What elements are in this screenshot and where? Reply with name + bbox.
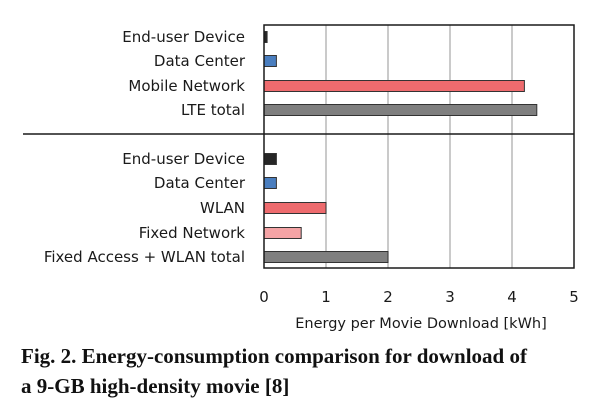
x-tick-labels: 0 1 2 3 4 5 xyxy=(259,288,579,306)
bar xyxy=(263,104,538,116)
x-tick-label: 2 xyxy=(383,288,393,306)
bars xyxy=(263,31,538,263)
bar xyxy=(263,202,327,214)
category-label: WLAN xyxy=(200,199,245,217)
category-labels: End-user Device Data Center Mobile Network… xyxy=(44,28,246,266)
category-label: Data Center xyxy=(154,52,246,70)
category-label: LTE total xyxy=(181,101,245,119)
figure-caption: Fig. 2. Energy-consumption comparison fo… xyxy=(21,341,611,401)
category-label: Fixed Access + WLAN total xyxy=(44,248,245,266)
x-tick-label: 1 xyxy=(321,288,331,306)
bar xyxy=(263,153,277,165)
bar xyxy=(263,80,525,92)
category-label: End-user Device xyxy=(122,28,245,46)
category-label: Mobile Network xyxy=(128,77,245,95)
x-tick-label: 5 xyxy=(569,288,579,306)
category-label: End-user Device xyxy=(122,150,245,168)
caption-line-2: a 9-GB high-density movie [8] xyxy=(21,374,290,398)
x-tick-label: 3 xyxy=(445,288,455,306)
category-label: Fixed Network xyxy=(139,224,246,242)
caption-line-1: Fig. 2. Energy-consumption comparison fo… xyxy=(21,344,527,368)
bar xyxy=(263,177,277,189)
bar xyxy=(263,251,389,263)
x-tick-label: 0 xyxy=(259,288,269,306)
x-axis-title: Energy per Movie Download [kWh] xyxy=(295,316,547,332)
bar xyxy=(263,227,302,239)
bar-chart: End-user Device Data Center Mobile Network… xyxy=(23,24,579,332)
x-tick-label: 4 xyxy=(507,288,517,306)
category-label: Data Center xyxy=(154,174,246,192)
gridlines xyxy=(325,25,513,268)
plot-frame xyxy=(263,24,575,269)
bar xyxy=(263,55,277,67)
